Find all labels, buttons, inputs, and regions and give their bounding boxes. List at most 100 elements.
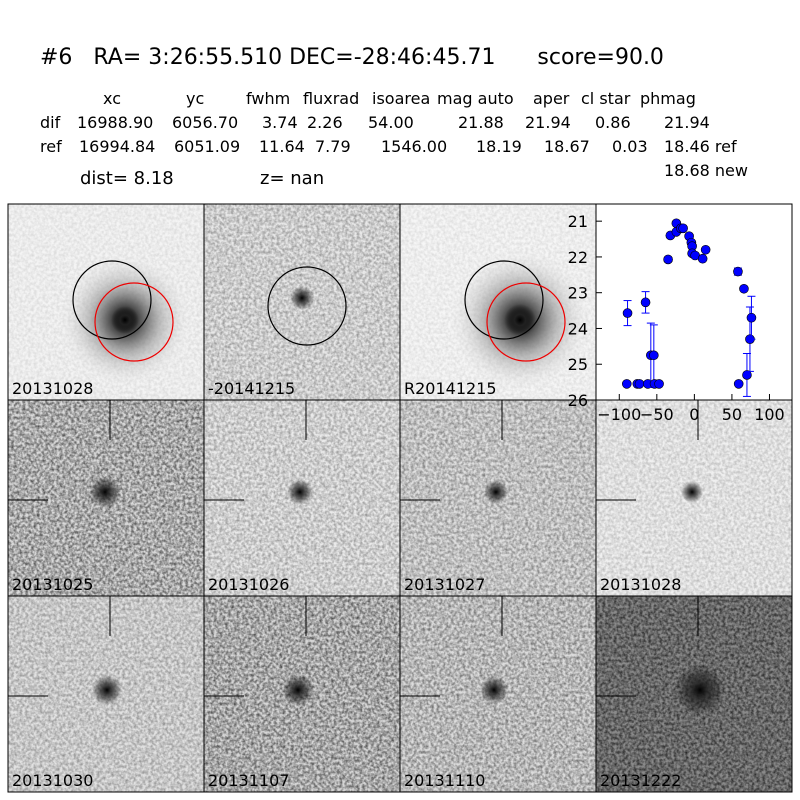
y-tick-label: 21: [568, 212, 588, 231]
column-header: fluxrad: [303, 89, 359, 108]
table-cell: 21.88: [458, 113, 504, 132]
point: [640, 297, 651, 308]
y-tick-label: 26: [568, 391, 588, 410]
point: [654, 379, 664, 389]
point: [663, 254, 673, 265]
table-cell: 0.03: [612, 137, 648, 156]
stamp-frame: [595, 595, 793, 793]
stamp: 20131222: [595, 595, 793, 793]
point: [733, 379, 744, 389]
x-tick-label: 0: [689, 405, 699, 424]
dist: dist= 8.18: [80, 168, 174, 189]
plot-area: [595, 203, 793, 401]
table-cell: 18.46 ref: [664, 137, 737, 156]
point: [678, 223, 688, 234]
point: [697, 253, 708, 264]
point: [622, 308, 633, 318]
source: [484, 480, 508, 504]
stamp-label: 20131028: [12, 379, 93, 398]
stamp: 20131028: [7, 203, 205, 401]
y-tick-label: 24: [568, 319, 588, 338]
table-cell: 18.19: [476, 137, 522, 156]
y-tick-label: 25: [568, 355, 588, 374]
point: [742, 370, 752, 380]
stamp-label: 20131030: [12, 771, 93, 790]
table-cell: 3.74: [262, 113, 298, 132]
table-cell: 54.00: [368, 113, 414, 132]
aperture: [267, 266, 347, 346]
source: [681, 481, 703, 503]
column-header: cl star: [581, 89, 631, 108]
point: [733, 266, 743, 277]
table-cell: 1546.00: [381, 137, 447, 156]
point: [739, 283, 749, 294]
source: [504, 304, 536, 336]
table-cell: ref: [40, 137, 62, 156]
stamp: -20141215: [203, 203, 401, 401]
column-header: isoarea: [372, 89, 430, 108]
table-cell: 11.64: [259, 137, 305, 156]
x-tick-label: 50: [722, 405, 742, 424]
source: [89, 476, 121, 508]
stamp-label: 20131028: [600, 575, 681, 594]
source: [92, 675, 122, 705]
aperture: [94, 282, 174, 362]
table-cell: dif: [40, 113, 61, 132]
stamp-label: 20131027: [404, 575, 485, 594]
point: [621, 379, 632, 389]
column-header: yc: [186, 89, 204, 108]
aperture: [72, 260, 152, 340]
source: [287, 479, 313, 505]
point: [634, 379, 645, 389]
x-tick-label: 100: [754, 405, 785, 424]
stamp: 20131030: [7, 595, 205, 793]
source: [111, 306, 139, 334]
point: [746, 312, 757, 323]
point: [700, 244, 711, 255]
table-cell: 18.67: [544, 137, 590, 156]
y-tick-label: 22: [568, 248, 588, 267]
title: #6 RA= 3:26:55.510 DEC=-28:46:45.71 scor…: [40, 45, 664, 70]
stamp: 20131028: [595, 399, 793, 597]
stamp: 20131027: [399, 399, 597, 597]
z-value: z= nan: [260, 168, 324, 189]
table-cell: 6056.70: [172, 113, 238, 132]
table-cell: 21.94: [525, 113, 571, 132]
source: [675, 665, 725, 715]
extra-value: 18.68 new: [664, 161, 748, 180]
stamp: 20131025: [7, 399, 205, 597]
source: [290, 286, 314, 310]
stamp-label: -20141215: [208, 379, 295, 398]
stamp: 20131110: [399, 595, 597, 793]
y-tick-label: 23: [568, 284, 588, 303]
stamp-label: 20131025: [12, 575, 93, 594]
table-cell: 0.86: [595, 113, 631, 132]
stamp: 20131107: [203, 595, 401, 793]
column-header: fwhm: [246, 89, 290, 108]
table-cell: 16988.90: [77, 113, 153, 132]
stamp: 20131026: [203, 399, 401, 597]
table-cell: 21.94: [664, 113, 710, 132]
stamp-label: 20131110: [404, 771, 485, 790]
column-header: phmag: [640, 89, 696, 108]
aperture: [486, 282, 566, 362]
x-tick-label: −50: [640, 405, 674, 424]
stamp-label: 20131026: [208, 575, 289, 594]
column-header: mag auto: [437, 89, 514, 108]
source: [282, 674, 314, 706]
stamp-label: 20131222: [600, 771, 681, 790]
table-cell: 6051.09: [174, 137, 240, 156]
x-tick-label: −100: [597, 405, 641, 424]
table-cell: 2.26: [307, 113, 343, 132]
stamp-label: R20141215: [404, 379, 497, 398]
column-header: aper: [533, 89, 570, 108]
source: [480, 676, 508, 704]
stamp: R20141215: [399, 203, 597, 401]
stamp-label: 20131107: [208, 771, 289, 790]
column-header: xc: [103, 89, 121, 108]
table-cell: 16994.84: [79, 137, 155, 156]
point: [649, 350, 659, 361]
aperture: [464, 260, 544, 340]
table-cell: 7.79: [315, 137, 351, 156]
